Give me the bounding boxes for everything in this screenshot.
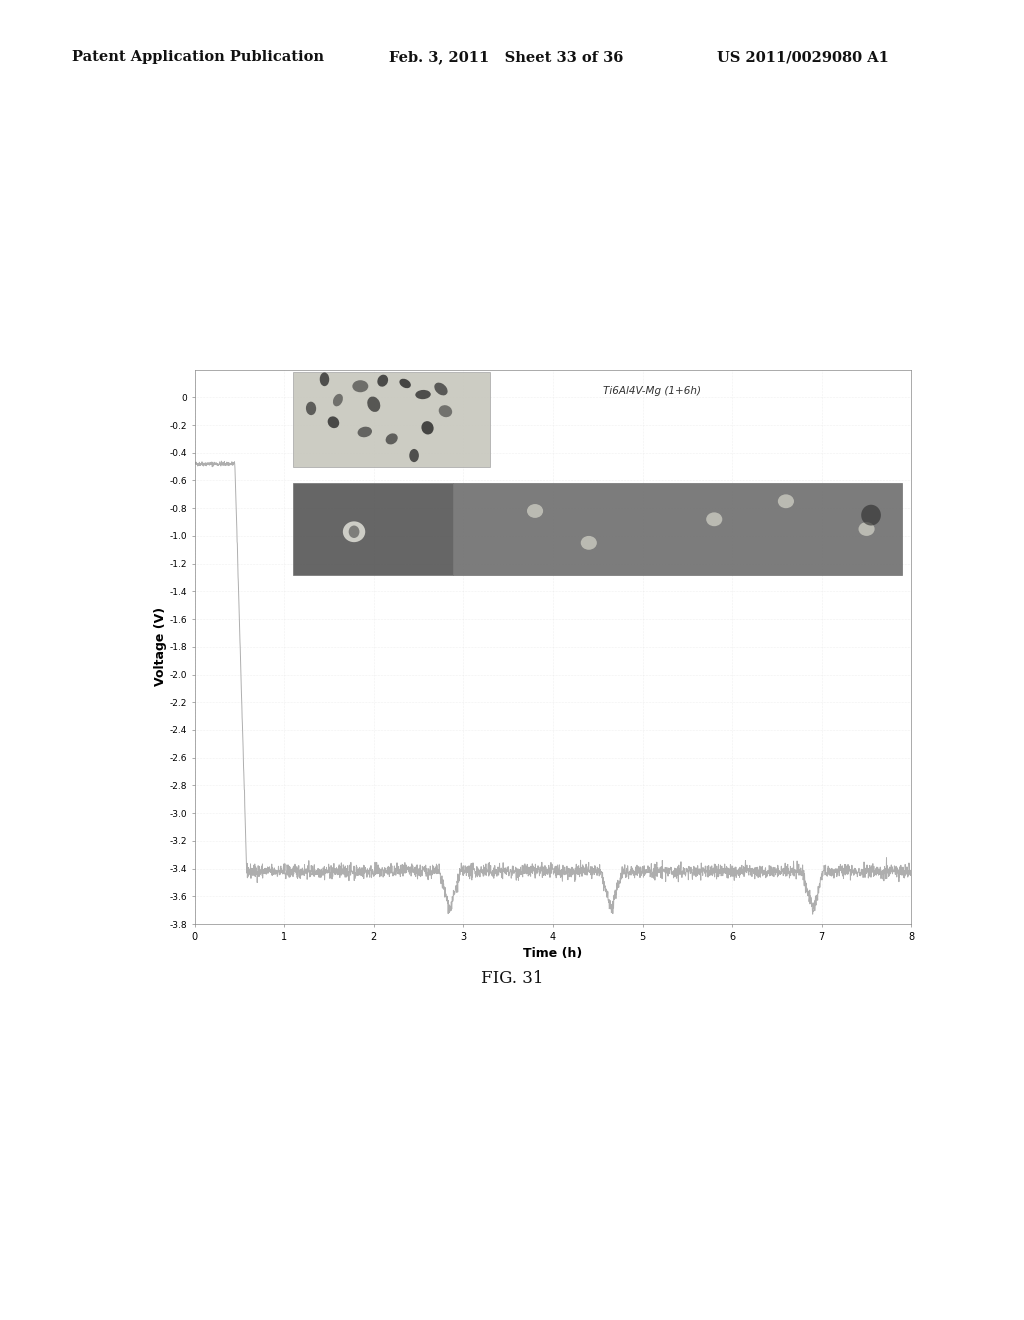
Text: FIG. 31: FIG. 31 — [480, 970, 544, 987]
Ellipse shape — [416, 389, 431, 399]
Ellipse shape — [422, 421, 433, 434]
Bar — [293, 372, 490, 467]
Ellipse shape — [377, 375, 388, 387]
Ellipse shape — [438, 405, 453, 417]
Text: Patent Application Publication: Patent Application Publication — [72, 50, 324, 65]
Ellipse shape — [319, 372, 330, 387]
Ellipse shape — [707, 512, 722, 527]
Bar — [453, 483, 902, 574]
Ellipse shape — [861, 504, 881, 525]
Ellipse shape — [328, 416, 339, 428]
Y-axis label: Voltage (V): Voltage (V) — [154, 607, 167, 686]
Ellipse shape — [527, 504, 543, 517]
Ellipse shape — [357, 426, 372, 437]
Ellipse shape — [410, 449, 419, 462]
Ellipse shape — [399, 379, 411, 388]
Ellipse shape — [368, 396, 380, 412]
Bar — [293, 483, 453, 574]
X-axis label: Time (h): Time (h) — [523, 948, 583, 960]
Ellipse shape — [306, 401, 316, 416]
Ellipse shape — [352, 380, 369, 392]
Ellipse shape — [333, 393, 343, 407]
Ellipse shape — [386, 433, 397, 445]
Ellipse shape — [858, 523, 874, 536]
Ellipse shape — [434, 383, 447, 396]
Ellipse shape — [343, 521, 366, 543]
Text: Ti6Al4V-Mg (1+6h): Ti6Al4V-Mg (1+6h) — [603, 387, 701, 396]
Ellipse shape — [778, 495, 794, 508]
Ellipse shape — [581, 536, 597, 549]
Ellipse shape — [348, 525, 359, 539]
Text: Feb. 3, 2011   Sheet 33 of 36: Feb. 3, 2011 Sheet 33 of 36 — [389, 50, 624, 65]
Text: US 2011/0029080 A1: US 2011/0029080 A1 — [717, 50, 889, 65]
